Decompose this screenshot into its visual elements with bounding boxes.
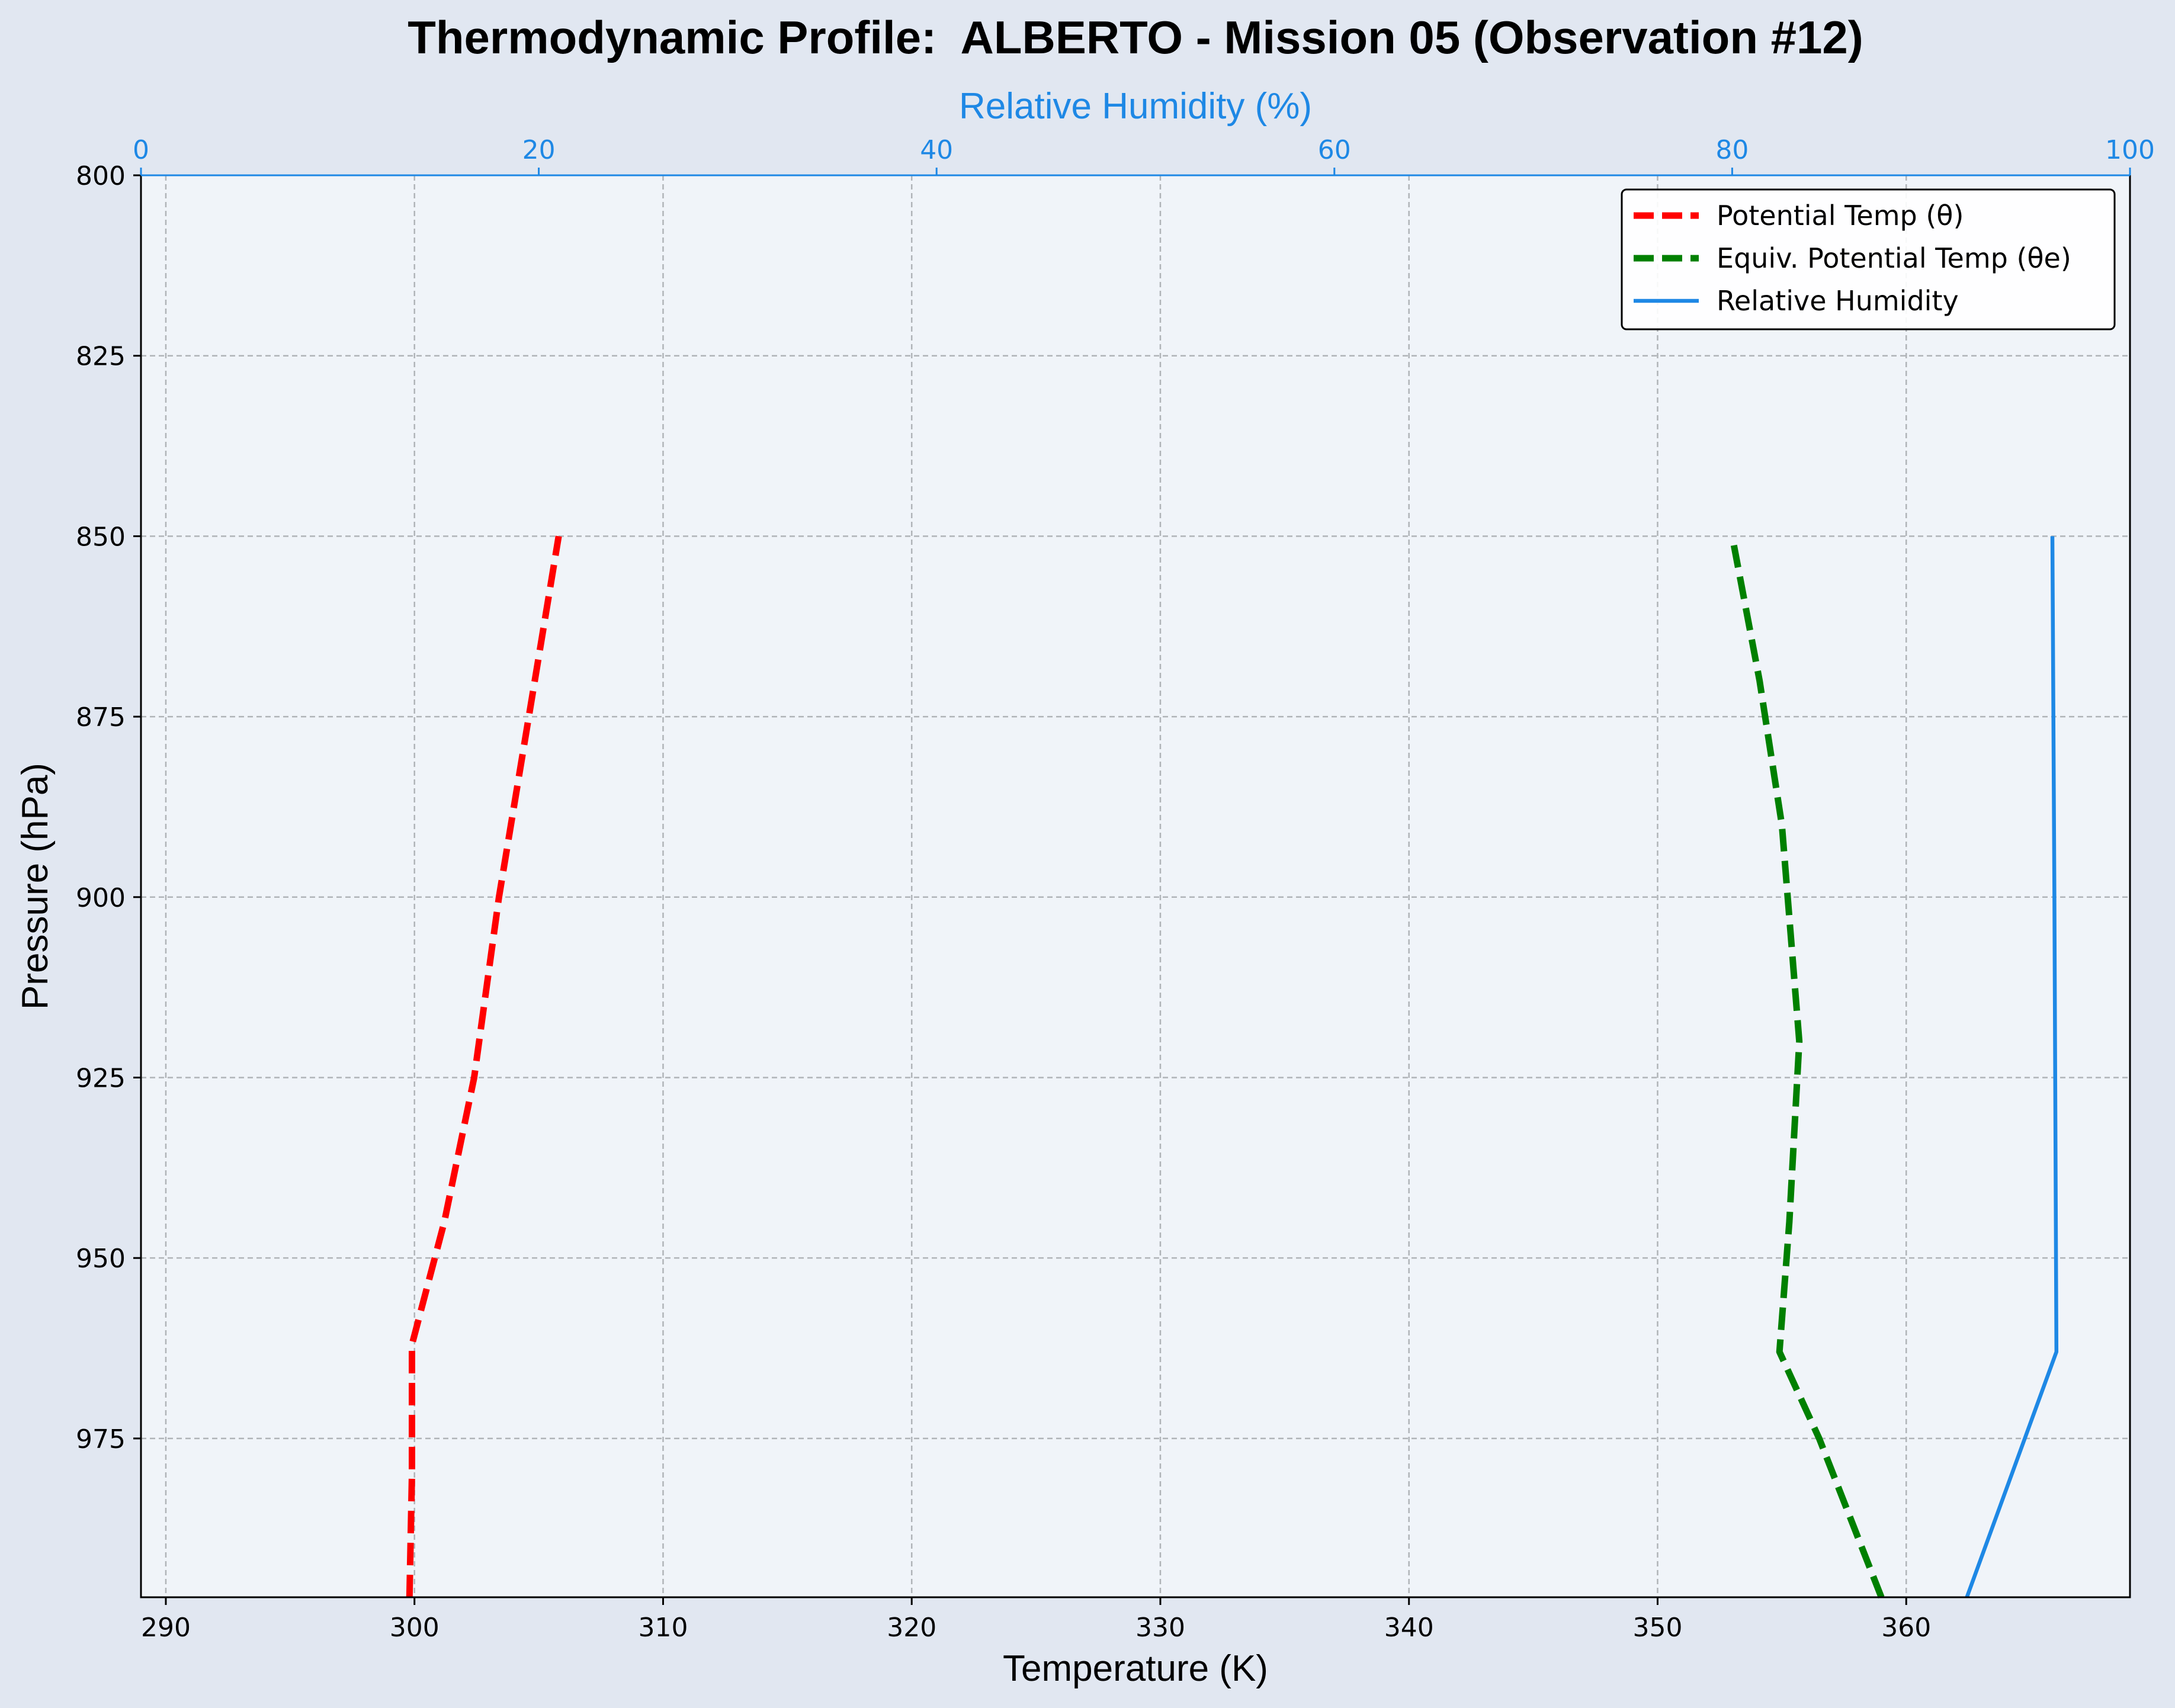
x-tick-label: 310 [638, 1613, 688, 1643]
x-tick-label: 320 [887, 1613, 936, 1643]
series-layer [406, 535, 2059, 1599]
x-tick-label: 330 [1135, 1613, 1185, 1643]
x-tick-label: 360 [1881, 1613, 1931, 1643]
plot-area [141, 175, 2130, 1597]
y-tick-label: 925 [76, 1063, 126, 1093]
x2-tick-label: 0 [133, 135, 149, 165]
y-tick-label: 875 [76, 702, 126, 733]
x-axis-label: Temperature (K) [1003, 1648, 1268, 1689]
y-tick-label: 825 [76, 342, 126, 372]
x-tick-label: 340 [1384, 1613, 1434, 1643]
y-tick-label: 900 [76, 883, 126, 913]
x2-tick-label: 100 [2105, 135, 2155, 165]
humidity-axis-label: Relative Humidity (%) [959, 86, 1312, 127]
y-tick-label: 850 [76, 522, 126, 552]
x2-tick-label: 80 [1715, 135, 1749, 165]
series-line-2 [1965, 536, 2059, 1598]
x2-tick-label: 60 [1318, 135, 1351, 165]
y-tick-label: 800 [76, 161, 126, 191]
series-line-1 [1728, 535, 1885, 1599]
legend-label-0: Potential Temp (θ) [1717, 200, 1964, 232]
legend: Potential Temp (θ) Equiv. Potential Temp … [1621, 188, 2116, 330]
x2-tick-label: 40 [920, 135, 953, 165]
y-axis-label: Pressure (hPa) [15, 763, 56, 1010]
x2-tick-label: 20 [522, 135, 556, 165]
legend-label-2: Relative Humidity [1717, 285, 1959, 317]
x-tick-label: 350 [1632, 1613, 1682, 1643]
axes: 290 300 310 320 330 340 350 3608008258508759009… [76, 135, 2155, 1643]
legend-label-1: Equiv. Potential Temp (θe) [1717, 242, 2071, 274]
x-tick-label: 290 [141, 1613, 191, 1643]
legend-box [1621, 188, 2116, 330]
y-tick-label: 950 [76, 1244, 126, 1274]
series-line-0 [406, 535, 562, 1598]
x-tick-label: 300 [390, 1613, 440, 1643]
y-tick-label: 975 [76, 1424, 126, 1455]
chart-title: Thermodynamic Profile: ALBERTO - Mission… [408, 11, 1863, 63]
